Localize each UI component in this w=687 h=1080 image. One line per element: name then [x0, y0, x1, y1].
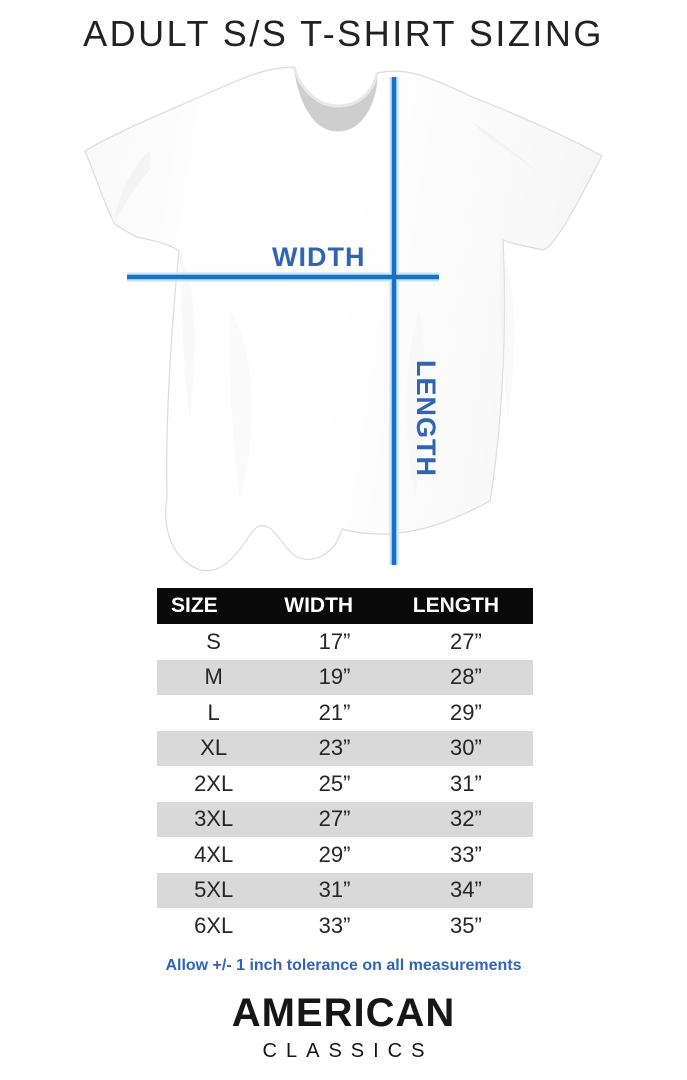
svg-text:LENGTH: LENGTH [411, 360, 441, 477]
svg-text:WIDTH: WIDTH [272, 242, 365, 272]
